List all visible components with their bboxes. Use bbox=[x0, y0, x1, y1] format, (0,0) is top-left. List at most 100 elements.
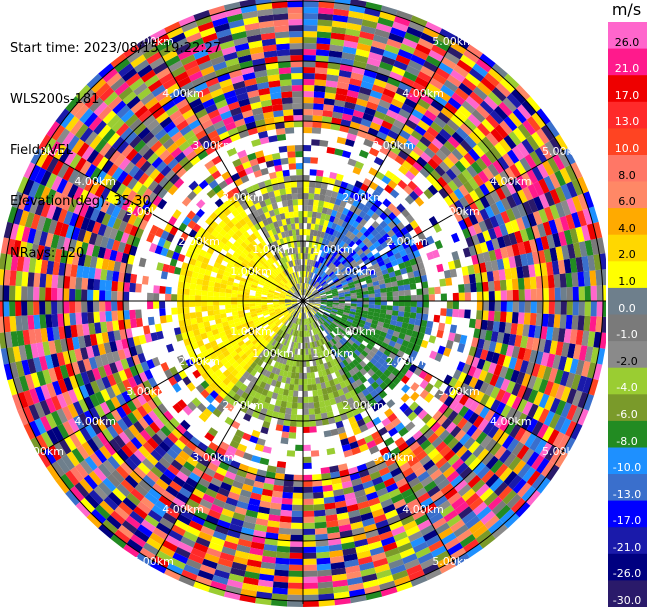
velocity-bin bbox=[253, 357, 261, 365]
velocity-bin bbox=[227, 127, 239, 137]
velocity-bin bbox=[235, 248, 243, 256]
velocity-bin bbox=[115, 465, 130, 480]
velocity-bin bbox=[328, 366, 335, 374]
velocity-bin bbox=[174, 136, 187, 148]
velocity-bin bbox=[380, 241, 389, 249]
velocity-bin bbox=[255, 298, 262, 301]
velocity-bin bbox=[406, 26, 423, 38]
velocity-bin bbox=[123, 367, 134, 380]
velocity-bin bbox=[420, 557, 437, 570]
velocity-bin bbox=[336, 238, 343, 246]
velocity-bin bbox=[484, 150, 498, 164]
velocity-bin bbox=[410, 461, 423, 473]
velocity-bin bbox=[331, 573, 348, 582]
velocity-bin bbox=[454, 199, 465, 211]
velocity-bin bbox=[432, 180, 443, 192]
velocity-bin bbox=[339, 256, 346, 263]
velocity-bin bbox=[129, 453, 142, 467]
velocity-bin bbox=[226, 445, 238, 455]
velocity-bin bbox=[74, 348, 83, 362]
velocity-bin bbox=[30, 372, 41, 389]
velocity-bin bbox=[447, 152, 460, 165]
velocity-bin bbox=[327, 62, 341, 70]
velocity-bin bbox=[48, 367, 58, 383]
velocity-bin bbox=[444, 102, 458, 115]
velocity-bin bbox=[533, 196, 544, 211]
velocity-bin bbox=[401, 145, 413, 156]
velocity-bin bbox=[490, 128, 504, 143]
velocity-bin bbox=[290, 287, 295, 293]
velocity-bin bbox=[136, 394, 147, 406]
velocity-bin bbox=[244, 166, 254, 175]
velocity-bin bbox=[70, 119, 84, 136]
velocity-bin bbox=[146, 119, 160, 132]
velocity-bin bbox=[173, 266, 182, 275]
velocity-bin bbox=[261, 306, 268, 310]
velocity-bin bbox=[39, 170, 52, 187]
velocity-bin bbox=[126, 412, 138, 425]
velocity-bin bbox=[107, 331, 116, 343]
velocity-bin bbox=[307, 293, 314, 298]
velocity-bin bbox=[377, 67, 392, 77]
velocity-bin bbox=[331, 20, 348, 29]
velocity-bin bbox=[494, 173, 506, 187]
velocity-bin bbox=[313, 347, 317, 354]
velocity-bin bbox=[61, 405, 74, 421]
velocity-bin bbox=[257, 269, 265, 275]
velocity-bin bbox=[78, 203, 90, 218]
velocity-bin bbox=[357, 556, 373, 566]
velocity-bin bbox=[237, 301, 244, 305]
velocity-bin bbox=[45, 413, 58, 429]
velocity-bin bbox=[330, 471, 341, 479]
velocity-bin bbox=[294, 217, 299, 224]
velocity-bin bbox=[443, 449, 456, 462]
velocity-bin bbox=[264, 231, 271, 239]
velocity-bin bbox=[260, 426, 269, 435]
velocity-bin bbox=[45, 314, 53, 328]
velocity-bin bbox=[292, 199, 298, 206]
velocity-bin bbox=[390, 124, 402, 135]
velocity-bin bbox=[219, 292, 226, 297]
velocity-bin bbox=[243, 356, 251, 364]
velocity-bin bbox=[157, 237, 166, 248]
velocity-bin bbox=[190, 547, 207, 559]
velocity-bin bbox=[303, 283, 305, 290]
velocity-bin bbox=[298, 306, 302, 313]
velocity-bin bbox=[234, 42, 250, 52]
velocity-bin bbox=[276, 329, 282, 335]
velocity-bin bbox=[356, 258, 364, 266]
velocity-bin bbox=[318, 256, 323, 263]
velocity-bin bbox=[218, 461, 230, 471]
velocity-bin bbox=[114, 360, 124, 372]
velocity-bin bbox=[270, 313, 277, 318]
velocity-bin bbox=[254, 322, 262, 328]
velocity-bin bbox=[321, 478, 333, 486]
velocity-bin bbox=[89, 194, 100, 209]
velocity-bin bbox=[427, 432, 439, 444]
velocity-bin bbox=[307, 217, 312, 224]
velocity-bin bbox=[358, 383, 367, 392]
velocity-bin bbox=[288, 25, 303, 32]
velocity-bin bbox=[319, 188, 327, 196]
velocity-bin bbox=[161, 99, 176, 112]
velocity-bin bbox=[527, 212, 537, 227]
velocity-bin bbox=[318, 339, 323, 346]
velocity-bin bbox=[156, 550, 173, 563]
velocity-bin bbox=[543, 175, 556, 192]
velocity-bin bbox=[488, 249, 497, 262]
velocity-bin bbox=[273, 326, 279, 333]
velocity-bin bbox=[276, 275, 282, 281]
velocity-bin bbox=[220, 279, 228, 285]
velocity-bin bbox=[110, 396, 122, 409]
velocity-bin bbox=[332, 111, 343, 120]
velocity-bin bbox=[27, 272, 35, 287]
velocity-bin bbox=[314, 67, 328, 75]
velocity-bin bbox=[197, 150, 209, 161]
velocity-bin bbox=[138, 371, 148, 383]
velocity-bin bbox=[362, 517, 376, 527]
velocity-bin bbox=[313, 229, 318, 237]
velocity-bin bbox=[206, 264, 214, 272]
velocity-bin bbox=[287, 600, 303, 607]
velocity-bin bbox=[488, 519, 504, 535]
velocity-bin bbox=[56, 408, 68, 424]
